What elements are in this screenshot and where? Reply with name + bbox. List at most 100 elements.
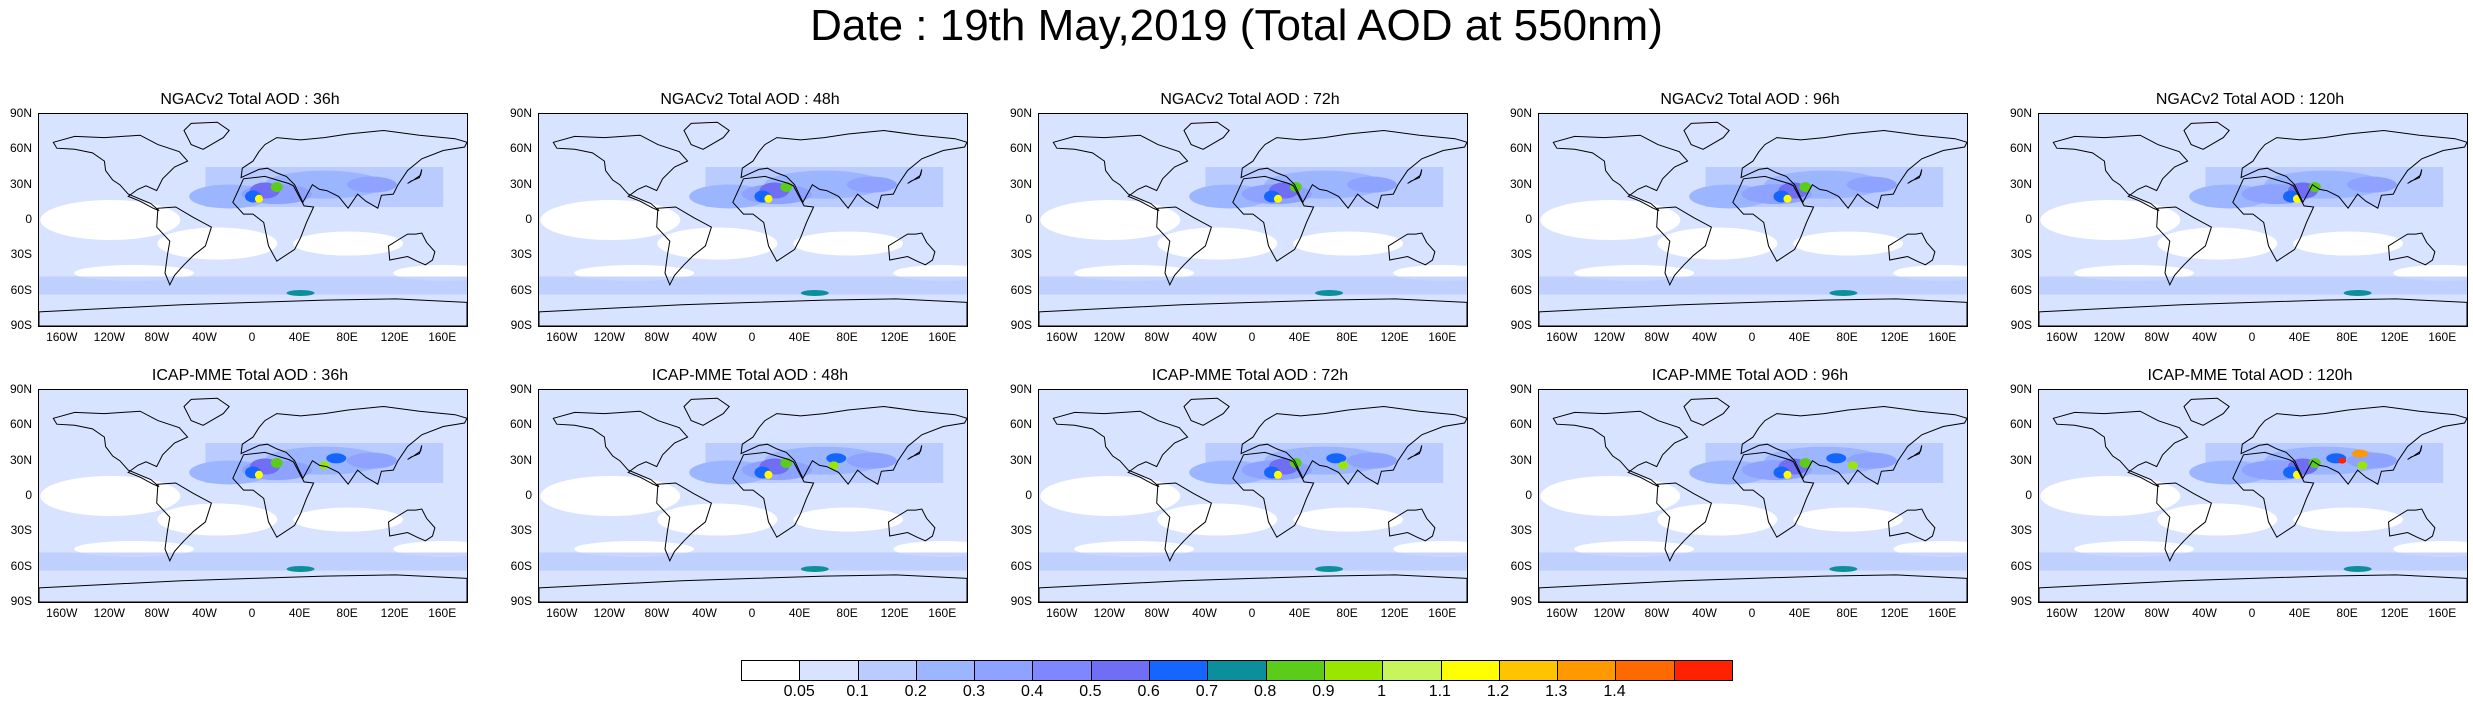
lat-tick-label: 60S	[10, 282, 32, 297]
map-panel: NGACv2 Total AOD : 72h 90N 60N 30N 0 30S 60S 90…	[1000, 90, 1500, 348]
lon-tick-label: 80W	[1144, 330, 1170, 344]
colorbar-label: 0.2	[904, 683, 927, 700]
panel-title: ICAP-MME Total AOD : 72h	[1151, 367, 1349, 384]
lon-tick-label: 80E	[2336, 606, 2358, 620]
lon-tick-label: 0	[2248, 330, 2256, 344]
lon-tick-label: 40E	[788, 330, 811, 344]
aod-map	[538, 389, 968, 603]
lat-tick-label: 30S	[10, 247, 32, 262]
lat-tick-label: 30N	[1009, 452, 1032, 467]
map-panel: NGACv2 Total AOD : 96h 90N 60N 30N 0 30S 60S 90…	[1500, 90, 2000, 348]
lat-tick-label: 90N	[9, 106, 32, 120]
colorbar-swatch	[1266, 661, 1325, 680]
colorbar-label: 0.5	[1079, 683, 1102, 700]
lon-tick-label: 160E	[1428, 606, 1457, 620]
panel-title: NGACv2 Total AOD : 72h	[1160, 91, 1340, 108]
lon-tick-label: 160E	[1928, 606, 1957, 620]
lat-tick-label: 0	[1525, 488, 1532, 502]
lon-tick-label: 120W	[1093, 606, 1125, 620]
colorbar-label: 0.1	[846, 683, 869, 700]
lat-tick-label: 60S	[510, 558, 532, 573]
lon-tick-label: 80E	[1836, 606, 1858, 620]
lon-tick-label: 120E	[2380, 606, 2409, 620]
lat-tick-label: 90S	[1010, 318, 1032, 332]
map-panel: ICAP-MME Total AOD : 48h 90N 60N 30N 0 30S 60S…	[500, 366, 1000, 624]
lon-tick-label: 160E	[928, 330, 957, 344]
lat-tick-label: 90N	[509, 382, 532, 396]
lon-tick-label: 120W	[2093, 606, 2125, 620]
colorbar-label: 1.1	[1428, 683, 1451, 700]
lat-tick-label: 60S	[510, 282, 532, 297]
colorbar-label: 1.4	[1603, 683, 1626, 700]
colorbar-label: 1	[1377, 683, 1387, 700]
lon-tick-label: 40E	[288, 330, 311, 344]
colorbar-swatch	[1208, 661, 1267, 680]
lon-tick-label: 80W	[1144, 606, 1170, 620]
colorbar-label: 0.3	[962, 683, 986, 700]
lat-tick-label: 60S	[2010, 282, 2032, 297]
lon-tick-label: 160E	[2428, 330, 2457, 344]
colorbar-swatch	[1616, 661, 1675, 680]
lon-tick-label: 120W	[93, 606, 125, 620]
lon-tick-label: 120W	[2093, 330, 2125, 344]
lat-tick-label: 0	[525, 488, 532, 502]
lon-tick-label: 160W	[546, 330, 578, 344]
lon-tick-label: 40W	[1692, 606, 1717, 620]
colorbar-swatch	[1499, 661, 1559, 680]
colorbar-label: 1.3	[1545, 683, 1568, 700]
panel-title: ICAP-MME Total AOD : 96h	[1651, 367, 1849, 384]
lat-tick-label: 90S	[1510, 594, 1532, 608]
aod-map	[2038, 389, 2468, 603]
map-panel: ICAP-MME Total AOD : 72h 90N 60N 30N 0 30S 60S…	[1000, 366, 1500, 624]
lon-tick-label: 160E	[428, 330, 457, 344]
map-panel: NGACv2 Total AOD : 36h 90N 60N 30N 0 30S 60S 90…	[0, 90, 500, 348]
lat-tick-label: 60N	[1009, 141, 1032, 156]
lat-tick-label: 30S	[2010, 523, 2032, 538]
lat-tick-label: 60N	[509, 417, 532, 432]
panel-title: NGACv2 Total AOD : 48h	[660, 91, 840, 108]
lon-tick-label: 0	[1748, 330, 1756, 344]
aod-map	[38, 389, 468, 603]
lat-tick-label: 30N	[1009, 176, 1032, 191]
colorbar-swatch	[1324, 661, 1384, 680]
lat-tick-label: 30N	[1509, 452, 1532, 467]
lon-tick-label: 80E	[836, 606, 858, 620]
lon-tick-label: 0	[748, 606, 756, 620]
lon-tick-label: 120W	[1093, 330, 1125, 344]
lon-tick-label: 160E	[428, 606, 457, 620]
colorbar-label: 0.6	[1137, 683, 1160, 700]
map-panel: ICAP-MME Total AOD : 36h 90N 60N 30N 0 30S 60S…	[0, 366, 500, 624]
lon-tick-label: 80W	[644, 606, 670, 620]
panel-title: NGACv2 Total AOD : 96h	[1660, 91, 1840, 108]
colorbar-swatch	[858, 661, 917, 680]
lat-tick-label: 0	[1525, 212, 1532, 226]
lat-tick-label: 0	[25, 212, 32, 226]
aod-map	[1038, 113, 1468, 327]
aod-map	[2038, 113, 2468, 327]
lon-tick-label: 80W	[2144, 330, 2170, 344]
lon-tick-label: 40E	[788, 606, 811, 620]
lat-tick-label: 90S	[1010, 594, 1032, 608]
lat-tick-label: 60S	[1510, 558, 1532, 573]
map-panel: ICAP-MME Total AOD : 120h 90N 60N 30N 0 30S 60…	[2000, 366, 2473, 624]
lon-tick-label: 80E	[1336, 330, 1358, 344]
lon-tick-label: 160W	[2046, 330, 2078, 344]
lon-tick-label: 160W	[1546, 330, 1578, 344]
colorbar-label: 1.2	[1486, 683, 1510, 700]
lon-tick-label: 40E	[1288, 606, 1311, 620]
lat-tick-label: 60S	[1010, 558, 1032, 573]
lat-tick-label: 90S	[2010, 594, 2032, 608]
lon-tick-label: 160W	[1046, 606, 1078, 620]
lat-tick-label: 0	[2025, 212, 2032, 226]
lon-tick-label: 80E	[336, 330, 358, 344]
lon-tick-label: 120E	[1380, 606, 1409, 620]
lon-tick-label: 120E	[880, 606, 909, 620]
lon-tick-label: 160E	[1928, 330, 1957, 344]
lon-tick-label: 160W	[1546, 606, 1578, 620]
lat-tick-label: 60N	[1509, 141, 1532, 156]
colorbar-swatch	[800, 661, 859, 680]
colorbar	[741, 660, 1733, 681]
aod-map	[1538, 389, 1968, 603]
lat-tick-label: 0	[25, 488, 32, 502]
lon-tick-label: 40W	[692, 330, 717, 344]
